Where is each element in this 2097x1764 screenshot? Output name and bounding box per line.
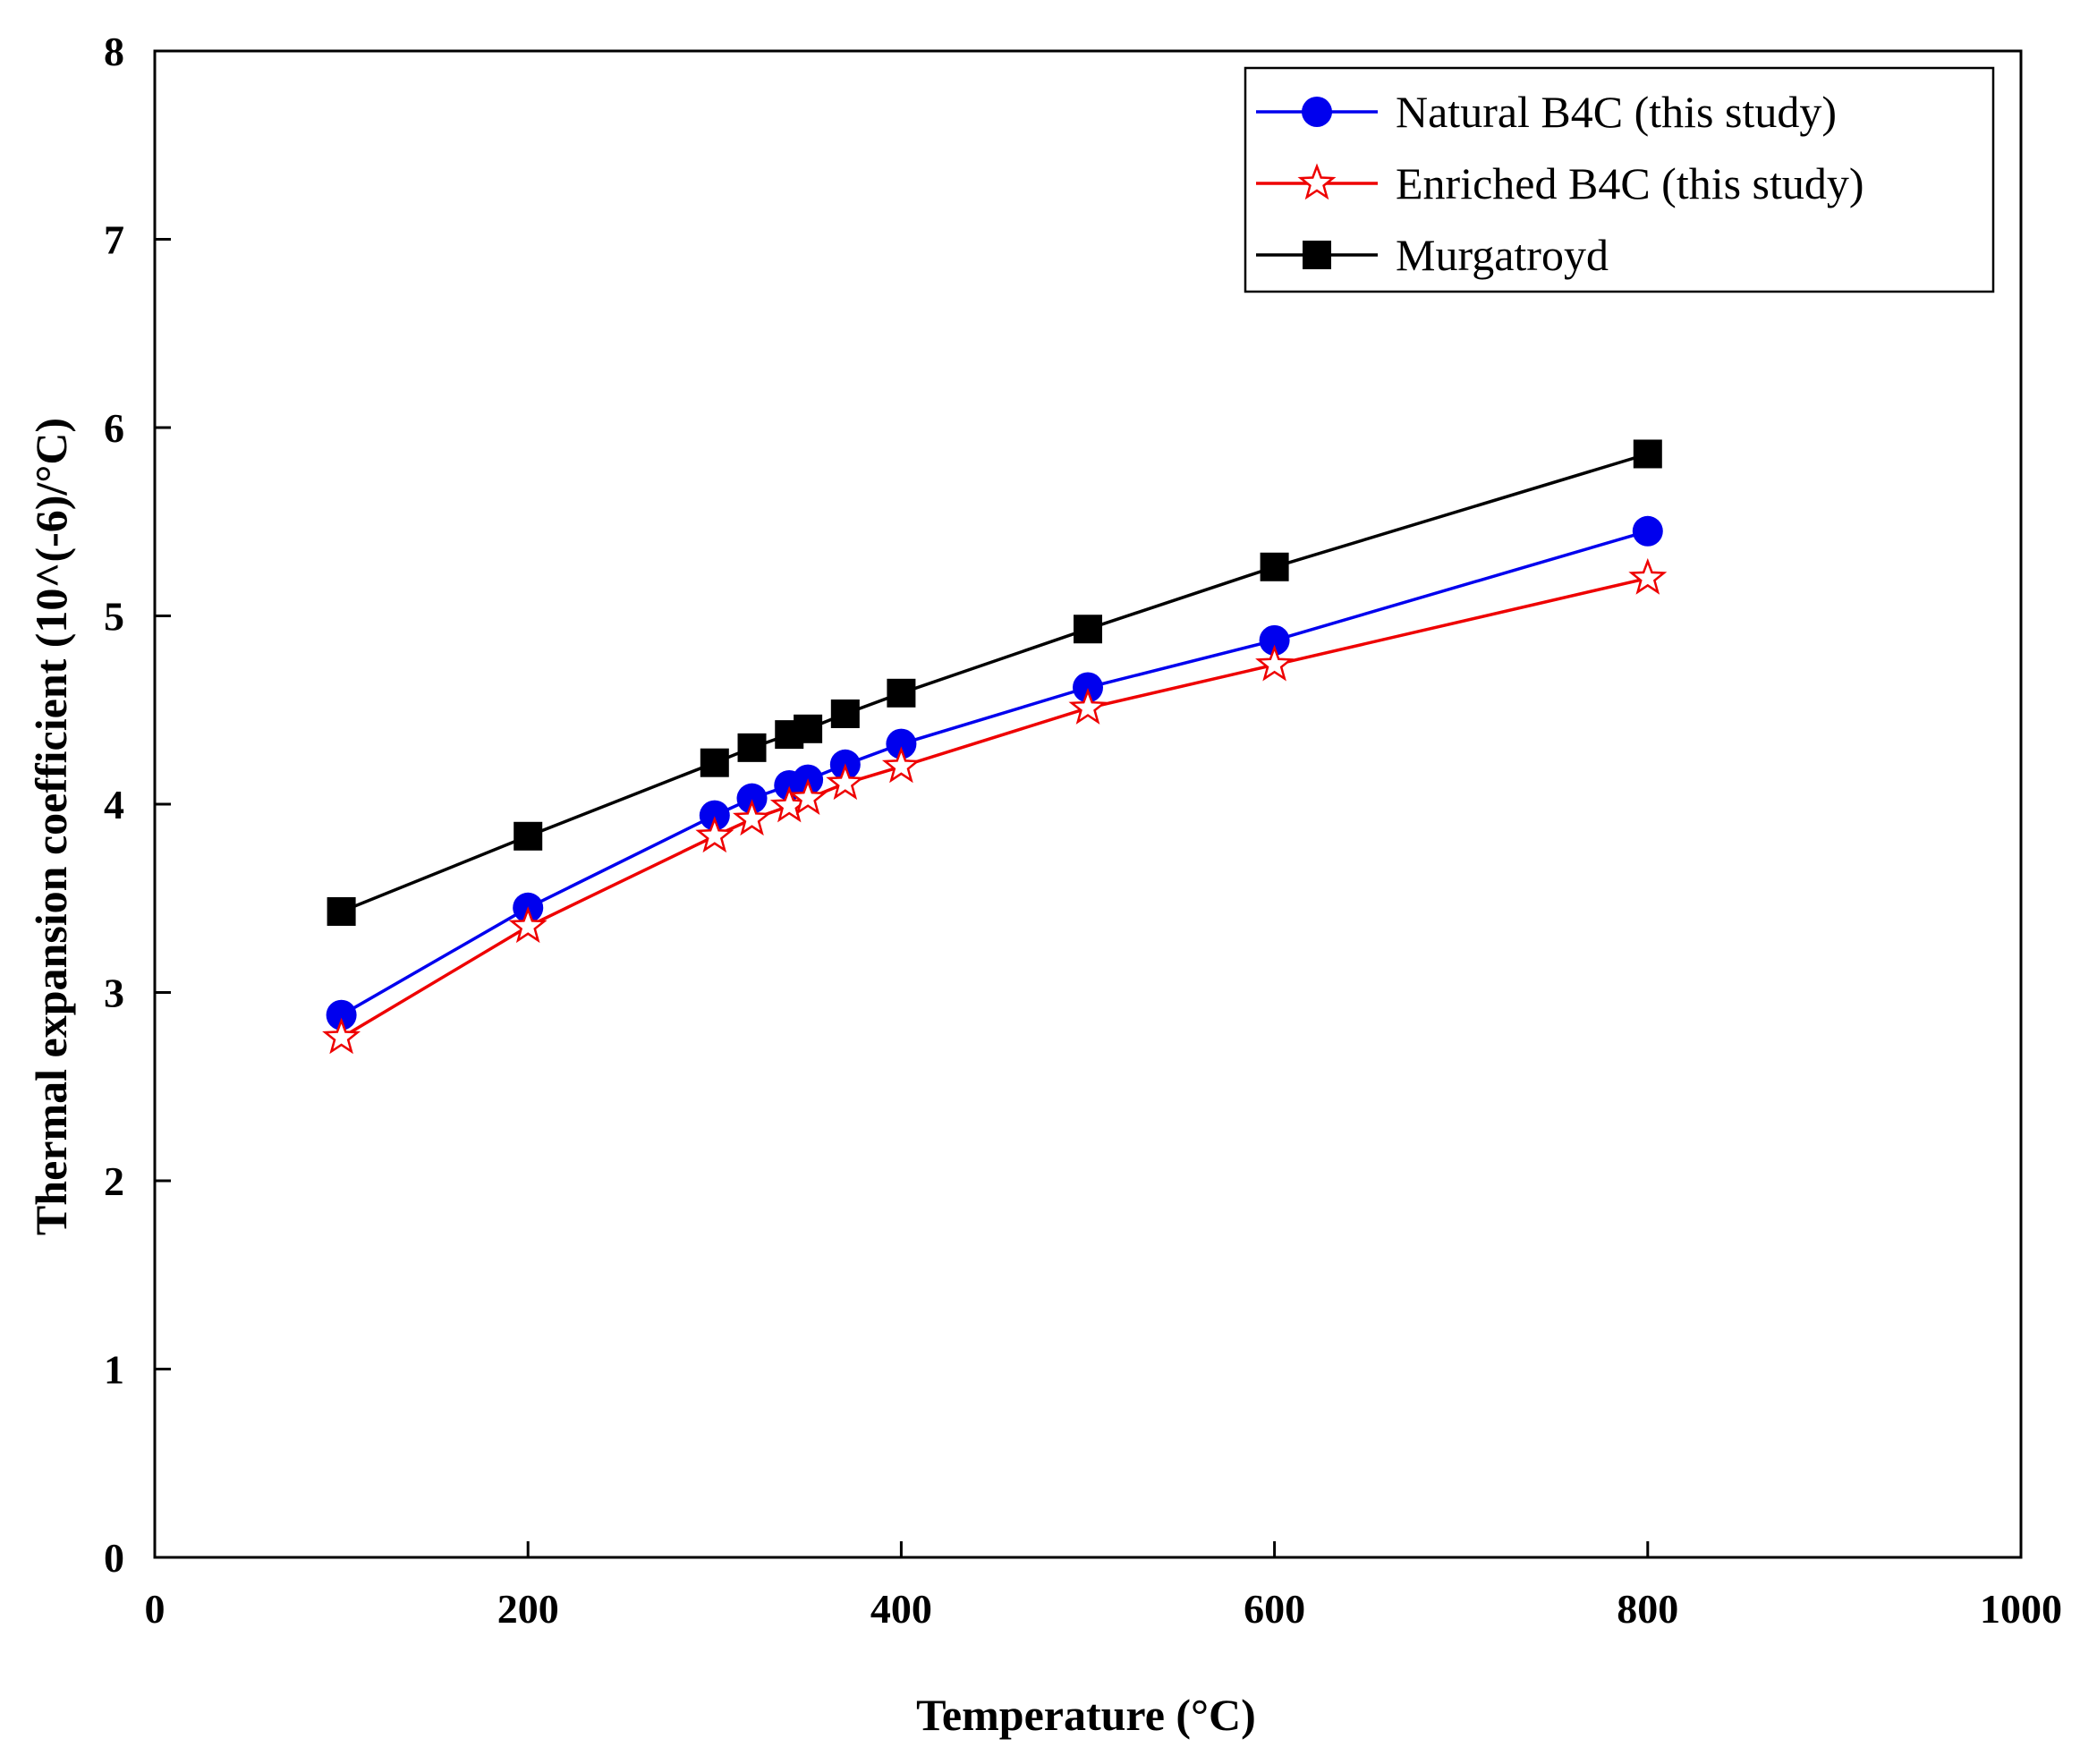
data-point	[788, 778, 828, 815]
data-point	[1628, 557, 1668, 595]
data-point	[1633, 439, 1662, 469]
data-point	[508, 906, 548, 944]
y-tick-label: 3	[104, 971, 124, 1016]
x-tick-label: 1000	[1980, 1586, 2062, 1632]
y-tick-label: 5	[104, 594, 124, 640]
data-point	[514, 821, 543, 851]
y-tick-label: 7	[104, 217, 124, 263]
data-point	[737, 733, 767, 762]
data-point	[794, 714, 823, 743]
legend-marker	[1302, 97, 1332, 127]
x-axis-title: Temperature (°C)	[916, 1690, 1256, 1740]
data-point	[699, 800, 730, 831]
data-point	[326, 999, 357, 1030]
data-point	[1074, 615, 1102, 644]
x-tick-label: 0	[145, 1586, 166, 1632]
data-point	[322, 1017, 361, 1055]
series-line	[340, 530, 1649, 1017]
series-1	[322, 557, 1668, 1055]
data-point	[886, 728, 917, 759]
data-point	[1259, 624, 1290, 656]
data-point	[1255, 644, 1295, 682]
data-point	[881, 746, 921, 784]
y-tick-label: 4	[104, 782, 124, 827]
data-point	[732, 799, 772, 836]
y-axis-title: Thermal expansion coefficient (10^(-6)/°…	[26, 418, 76, 1235]
x-tick-label: 200	[497, 1586, 559, 1632]
x-tick-label: 600	[1244, 1586, 1305, 1632]
data-point	[700, 748, 729, 777]
data-point	[830, 699, 860, 728]
series-2	[327, 439, 1662, 926]
data-point	[1260, 552, 1289, 581]
legend-label: Enriched B4C (this study)	[1396, 158, 1864, 208]
data-point	[736, 783, 768, 814]
y-tick-label: 6	[104, 405, 124, 451]
legend-marker	[1297, 163, 1337, 200]
y-tick-label: 1	[104, 1347, 124, 1393]
x-tick-label: 800	[1617, 1586, 1678, 1632]
data-point	[1632, 515, 1663, 547]
y-tick-label: 2	[104, 1158, 124, 1204]
legend-marker	[1303, 241, 1331, 269]
data-point	[1073, 672, 1103, 703]
data-point	[1068, 688, 1108, 725]
data-point	[887, 678, 916, 708]
series-0	[326, 515, 1663, 1030]
y-tick-label: 0	[104, 1535, 124, 1581]
data-point	[826, 763, 865, 801]
data-point	[327, 896, 356, 926]
legend-label: Murgatroyd	[1396, 230, 1609, 280]
y-tick-label: 8	[104, 29, 124, 74]
data-point	[695, 816, 734, 853]
series-line	[340, 576, 1649, 1039]
x-tick-label: 400	[870, 1586, 932, 1632]
legend-label: Natural B4C (this study)	[1396, 87, 1837, 137]
